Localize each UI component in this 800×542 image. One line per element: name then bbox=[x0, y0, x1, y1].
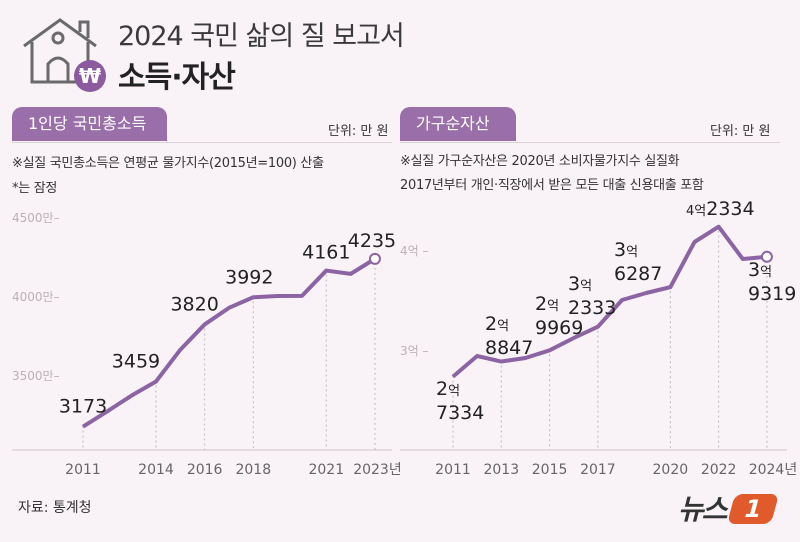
chart-title-badge: 가구순자산 bbox=[400, 107, 516, 141]
data-label-top: 2억 bbox=[535, 293, 559, 315]
svg-text:₩: ₩ bbox=[79, 64, 101, 88]
data-label-top: 2억 bbox=[436, 378, 460, 400]
data-label-top: 2억 bbox=[485, 313, 509, 335]
net-asset-series-line bbox=[451, 224, 768, 379]
x-tick-label: 2011 bbox=[65, 462, 101, 478]
x-tick-label: 2018 bbox=[235, 462, 271, 478]
y-tick-label: 4500만– bbox=[12, 211, 60, 225]
data-label: 4235 bbox=[348, 230, 396, 252]
data-label: 4억2334 bbox=[686, 198, 755, 220]
data-point bbox=[760, 250, 773, 263]
x-tick-label: 2020 bbox=[653, 462, 689, 478]
x-tick-label: 2014 bbox=[138, 462, 174, 478]
x-tick-label: 2024년 bbox=[749, 462, 798, 478]
y-tick-label: 4000만– bbox=[12, 290, 60, 304]
data-label: 3173 bbox=[59, 396, 107, 418]
data-label: 3992 bbox=[225, 266, 273, 288]
y-tick-label: 3억 – bbox=[400, 344, 429, 358]
data-label-unit: 억 bbox=[497, 319, 509, 334]
house-with-won-coin-icon: ₩ bbox=[23, 18, 106, 92]
data-label-digit: 3 bbox=[614, 239, 626, 261]
x-tick-label: 2021 bbox=[308, 462, 344, 478]
x-tick-label: 2015 bbox=[532, 462, 568, 478]
data-label-digit: 2 bbox=[485, 313, 497, 335]
data-label-bottom: 7334 bbox=[436, 402, 484, 424]
data-label-bottom: 9319 bbox=[748, 283, 796, 305]
chart-note: 2017년부터 개인·직장에서 받은 모든 대출 신용대출 포함 bbox=[400, 178, 704, 193]
data-label-top: 3억 bbox=[614, 239, 638, 261]
x-tick-label: 2013 bbox=[483, 462, 519, 478]
data-label-top: 3억 bbox=[568, 273, 592, 295]
data-label-digit: 2 bbox=[436, 378, 448, 400]
chart-note: *는 잠정 bbox=[12, 181, 58, 196]
data-label-bottom: 2334 bbox=[706, 198, 754, 220]
source-label: 자료: 통계청 bbox=[18, 500, 92, 516]
income-line-chart: 3500만– 4000만– 4500만– 2011 2014 2016 2018 2021 20… bbox=[12, 211, 400, 478]
divider bbox=[12, 142, 392, 143]
data-label-unit: 억 bbox=[547, 299, 559, 314]
data-label: 4161 bbox=[302, 242, 350, 264]
data-label: 3459 bbox=[112, 350, 160, 372]
chart-note: ※실질 국민총소득은 연평균 물가지수(2015년=100) 산출 bbox=[12, 156, 324, 171]
data-label-top: 4억 bbox=[686, 204, 706, 219]
x-tick-label: 2016 bbox=[187, 462, 223, 478]
chart-title-badge: 1인당 국민총소득 bbox=[12, 107, 167, 141]
y-tick-label: 3500만– bbox=[12, 369, 60, 383]
data-label-unit: 억 bbox=[580, 279, 592, 294]
data-label-unit: 억 bbox=[760, 265, 772, 280]
x-tick-label: 2011 bbox=[435, 462, 471, 478]
y-tick-label: 4억 – bbox=[400, 244, 429, 258]
data-label-unit: 억 bbox=[626, 245, 638, 260]
data-label: 3820 bbox=[170, 293, 218, 315]
data-label-bottom: 6287 bbox=[614, 263, 662, 285]
data-label-bottom: 2333 bbox=[568, 297, 616, 319]
unit-label: 단위: 만 원 bbox=[328, 124, 389, 139]
data-label-bottom: 9969 bbox=[535, 317, 583, 339]
news1-logo: 뉴스 1 bbox=[678, 488, 779, 528]
data-label-digit: 3 bbox=[748, 259, 760, 281]
divider bbox=[400, 142, 780, 143]
chart-note: ※실질 가구순자산은 2020년 소비자물가지수 실질화 bbox=[400, 154, 680, 169]
x-tick-label: 2022 bbox=[701, 462, 737, 478]
data-label-unit: 억 bbox=[448, 384, 460, 399]
data-label-digit: 3 bbox=[568, 273, 580, 295]
x-tick-label: 2023년* bbox=[353, 462, 400, 478]
unit-label: 단위: 만 원 bbox=[710, 124, 771, 139]
net-asset-line-chart: 3억 –4억 –2011 2013 2015 2017 2020 2022 2024년2억7… bbox=[400, 198, 798, 478]
data-point bbox=[368, 252, 381, 265]
x-tick-label: 2017 bbox=[580, 462, 616, 478]
data-label-top: 3억 bbox=[748, 259, 772, 281]
report-title: 2024 국민 삶의 질 보고서 bbox=[118, 21, 405, 52]
report-subtitle: 소득·자산 bbox=[118, 60, 236, 95]
data-label-digit: 2 bbox=[535, 293, 547, 315]
data-label-bottom: 8847 bbox=[485, 337, 533, 359]
